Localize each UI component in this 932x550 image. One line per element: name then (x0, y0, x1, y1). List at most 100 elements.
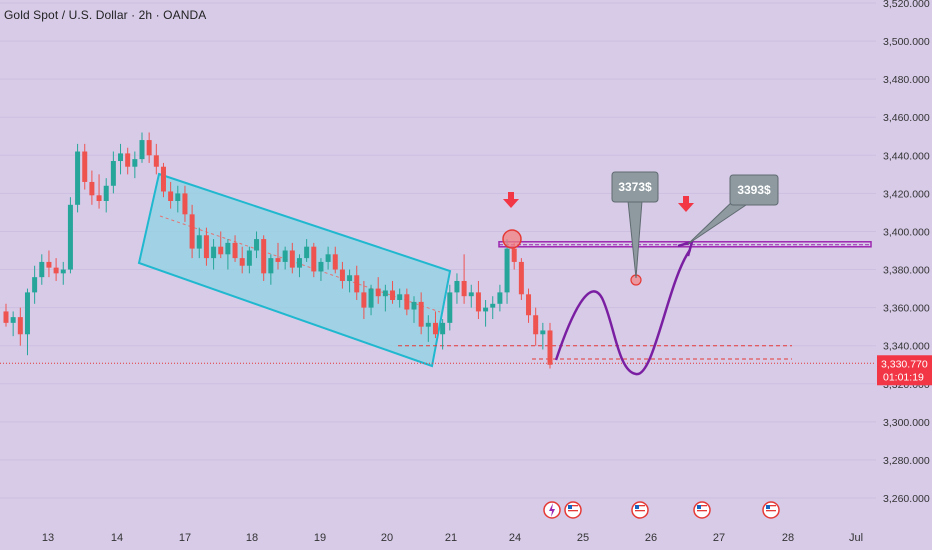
candle (325, 246, 331, 270)
candle (504, 239, 510, 304)
flag-stripe (766, 507, 776, 509)
candle (518, 258, 524, 300)
candle-body (211, 246, 217, 259)
us-flag-event-icon (693, 501, 711, 519)
candle-body (368, 288, 374, 308)
candle-body (46, 261, 52, 268)
candle-body (218, 246, 224, 255)
candle-body (189, 214, 195, 249)
candle-body (325, 254, 331, 262)
price-axis[interactable]: 3,520.000 3,500.000 3,480.000 3,460.000 3,44… (883, 0, 930, 505)
price-tick-label: 3,400.000 (883, 226, 930, 238)
candle (347, 269, 353, 293)
candle-body (118, 153, 124, 162)
candle-body (3, 311, 9, 323)
chart-title: Gold Spot / U.S. Dollar · 2h · OANDA (4, 8, 207, 22)
lightning-event-icon (543, 501, 561, 519)
candle-body (540, 330, 546, 335)
flag-stripe (568, 510, 578, 512)
candle-body (110, 161, 116, 186)
candle (67, 197, 73, 274)
candle-body (82, 151, 88, 182)
candle (483, 300, 489, 327)
flag-stripe (635, 505, 645, 507)
candle-body (182, 193, 188, 215)
candle-body (440, 322, 446, 335)
candle (311, 242, 317, 278)
us-flag-event-icon (762, 501, 780, 519)
candle-countdown: 01:01:19 (883, 371, 924, 383)
candle-body (232, 242, 238, 259)
price-tick-label: 3,500.000 (883, 36, 930, 48)
candle (218, 231, 224, 259)
candlesticks (3, 132, 553, 369)
candle (411, 296, 417, 323)
candle (261, 235, 267, 281)
candle (440, 319, 446, 350)
candle (461, 254, 467, 304)
time-axis[interactable]: 13 14 17 18 19 20 21 24 25 26 27 28 Jul (42, 532, 863, 544)
candle (382, 284, 388, 312)
candle (10, 311, 16, 337)
candle (418, 292, 424, 335)
candle (289, 242, 295, 274)
price-tick-label: 3,480.000 (883, 74, 930, 86)
candle (211, 239, 217, 270)
candle (118, 143, 124, 175)
candle-body (332, 254, 338, 270)
candle-body (354, 275, 360, 293)
time-tick-label: 18 (246, 532, 258, 544)
time-tick-label: 21 (445, 532, 457, 544)
candle (232, 235, 238, 262)
candle-body (175, 193, 181, 201)
time-tick-label: 27 (713, 532, 725, 544)
candle-body (282, 250, 288, 262)
candle (547, 322, 553, 369)
candle (46, 250, 52, 278)
candle-body (168, 191, 174, 201)
candle (32, 265, 38, 304)
candle (339, 261, 345, 289)
candle (175, 185, 181, 213)
flag-stripe (635, 512, 645, 514)
candle-body (132, 159, 138, 167)
candle (132, 151, 138, 179)
time-tick-label: 24 (509, 532, 521, 544)
candle-body (461, 280, 467, 297)
flag-stripe (766, 512, 776, 514)
price-tick-label: 3,260.000 (883, 493, 930, 505)
time-tick-label: 28 (782, 532, 794, 544)
callout-box (729, 174, 779, 206)
candle-body (139, 140, 145, 160)
price-tick-label: 3,520.000 (883, 0, 930, 10)
down-arrow-icon (678, 196, 694, 212)
candle-body (318, 261, 324, 272)
time-tick-label: 26 (645, 532, 657, 544)
candle (375, 277, 381, 304)
candle-body (490, 303, 496, 308)
candle (103, 178, 109, 213)
candle-body (347, 275, 353, 281)
candle (296, 254, 302, 278)
candle (182, 185, 188, 222)
candle-body (311, 246, 317, 272)
channel-rectangle[interactable] (137, 172, 452, 368)
us-flag-event-icon (631, 501, 649, 519)
candle (318, 258, 324, 281)
projection-arrowhead (677, 240, 694, 257)
candle (390, 280, 396, 304)
candle (275, 242, 281, 270)
candle-body (75, 151, 81, 205)
candle-body (196, 235, 202, 249)
flag-stripe (766, 510, 776, 512)
candle-body (103, 185, 109, 201)
flag-stripe (697, 507, 707, 509)
flag-stripe (568, 512, 578, 514)
time-tick-label: 17 (179, 532, 191, 544)
candle-body (304, 246, 310, 259)
price-tick-label: 3,380.000 (883, 265, 930, 277)
candle-body (125, 153, 131, 167)
candle-body (32, 277, 38, 293)
candle-body (246, 250, 252, 266)
